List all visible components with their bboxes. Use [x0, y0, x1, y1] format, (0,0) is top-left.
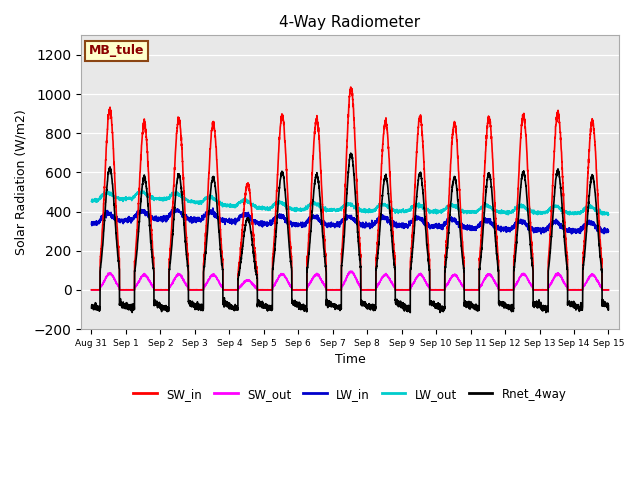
Y-axis label: Solar Radiation (W/m2): Solar Radiation (W/m2)	[15, 109, 28, 255]
Title: 4-Way Radiometer: 4-Way Radiometer	[280, 15, 420, 30]
Text: MB_tule: MB_tule	[89, 45, 145, 58]
X-axis label: Time: Time	[335, 353, 365, 366]
Legend: SW_in, SW_out, LW_in, LW_out, Rnet_4way: SW_in, SW_out, LW_in, LW_out, Rnet_4way	[129, 383, 572, 405]
